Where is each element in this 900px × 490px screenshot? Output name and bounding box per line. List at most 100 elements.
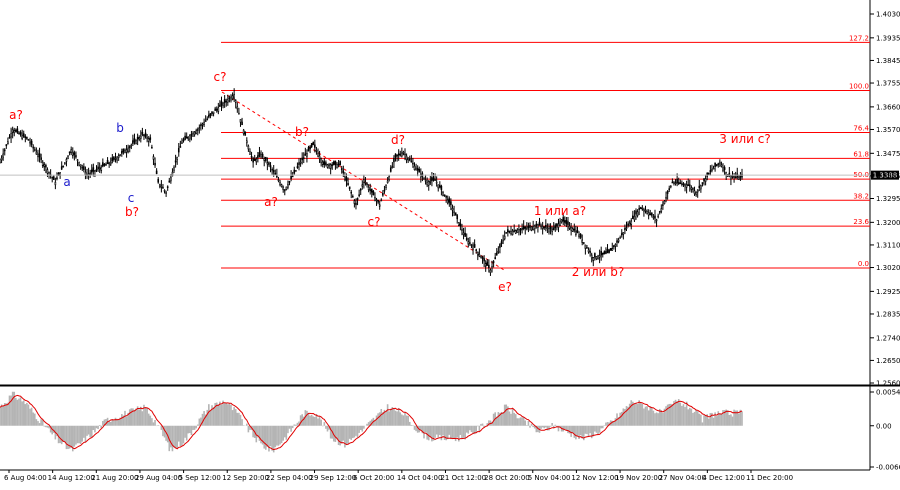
candle-body (497, 250, 500, 253)
price-tick-label: 1.2560 (876, 380, 900, 388)
candle-body (475, 249, 478, 252)
candle-body (122, 148, 125, 153)
current-price-box (871, 170, 899, 180)
candle-body (98, 167, 101, 170)
candle-body (40, 157, 42, 160)
candle-body (586, 247, 588, 249)
candle-body (165, 191, 167, 194)
candle-body (263, 158, 266, 161)
candle-body (18, 132, 20, 135)
candle-body (233, 94, 235, 99)
candle-body (144, 132, 147, 137)
candle-body (152, 156, 155, 160)
candle-body (340, 168, 343, 170)
candle-body (228, 97, 231, 100)
candle-body (505, 232, 508, 234)
candle-body (582, 242, 585, 244)
candle-body (203, 122, 205, 125)
candle-body (73, 152, 76, 155)
candle-body (84, 171, 87, 176)
candle-body (481, 257, 484, 260)
candle-body (266, 162, 269, 165)
price-tick-label: 1.3845 (876, 57, 900, 65)
candle-body (46, 169, 49, 174)
time-tick-label: 11 Dec 20:00 (746, 474, 793, 482)
candle-body (685, 184, 688, 188)
candle-body (43, 164, 46, 168)
candle-body (598, 255, 601, 258)
candle-body (571, 228, 574, 232)
candle-body (211, 111, 213, 114)
candle-body (616, 240, 618, 243)
price-tick-label: 1.2740 (876, 334, 900, 342)
candle-body (673, 182, 675, 184)
candle-body (386, 180, 389, 184)
candle-body (508, 230, 511, 233)
candle-body (258, 152, 261, 157)
candle-body (24, 136, 27, 139)
candle-body (594, 253, 596, 258)
price-tick-label: 1.2650 (876, 357, 900, 365)
candle-body (613, 245, 615, 248)
candle-body (133, 138, 136, 143)
candle-body (695, 191, 697, 196)
candle-body (19, 132, 22, 135)
candle-body (511, 230, 514, 235)
candle-body (456, 215, 459, 220)
candle-body (255, 158, 258, 163)
candle-body (102, 162, 104, 167)
candle-body (296, 166, 299, 168)
candle-body (347, 183, 349, 185)
candle-body (241, 121, 243, 126)
candle-body (352, 195, 354, 198)
candle-body (331, 164, 334, 166)
candle-body (636, 211, 639, 216)
candle-body (113, 156, 115, 160)
candle-body (393, 157, 395, 163)
candle-body (323, 161, 326, 165)
candle-body (280, 184, 283, 187)
candle-body (632, 215, 634, 219)
candle-body (557, 223, 560, 228)
candle-body (117, 155, 120, 159)
candle-body (464, 232, 466, 237)
candle-body (173, 166, 175, 171)
candle-body (366, 183, 368, 186)
candle-body (405, 155, 408, 161)
candle-body (196, 129, 199, 131)
candle-body (299, 161, 302, 164)
candle-body (639, 206, 642, 210)
candle-body (698, 185, 701, 189)
candle-body (230, 96, 232, 101)
candle-body (478, 253, 481, 257)
candle-body (465, 237, 468, 241)
candle-body (480, 256, 482, 259)
fib-level-label: 100.0 (849, 83, 869, 91)
candle-body (32, 146, 35, 149)
candle-body (692, 188, 694, 190)
candle-body (658, 211, 661, 213)
candle-body (448, 198, 451, 203)
candle-body (125, 149, 128, 153)
candle-body (483, 258, 485, 262)
candle-body (643, 208, 645, 212)
oscillator-signal-line (0, 394, 743, 451)
candle-body (619, 237, 621, 239)
candle-body (396, 154, 398, 157)
candle-body (730, 175, 732, 180)
candle-body (427, 181, 430, 186)
candle-body (154, 162, 156, 166)
candle-body (320, 158, 322, 163)
candle-body (15, 129, 17, 132)
candle-body (738, 176, 740, 180)
candle-body (584, 244, 587, 249)
candle-body (38, 153, 41, 158)
candle-body (291, 175, 294, 178)
time-tick-label: 28 Oct 20:00 (484, 474, 530, 482)
candle-body (564, 220, 566, 223)
candle-body (624, 228, 626, 231)
price-tick-label: 1.4030 (876, 11, 900, 19)
time-tick-label: 12 Sep 20:00 (222, 474, 269, 482)
candle-body (541, 226, 544, 229)
time-tick-label: 27 Nov 04:00 (659, 474, 706, 482)
